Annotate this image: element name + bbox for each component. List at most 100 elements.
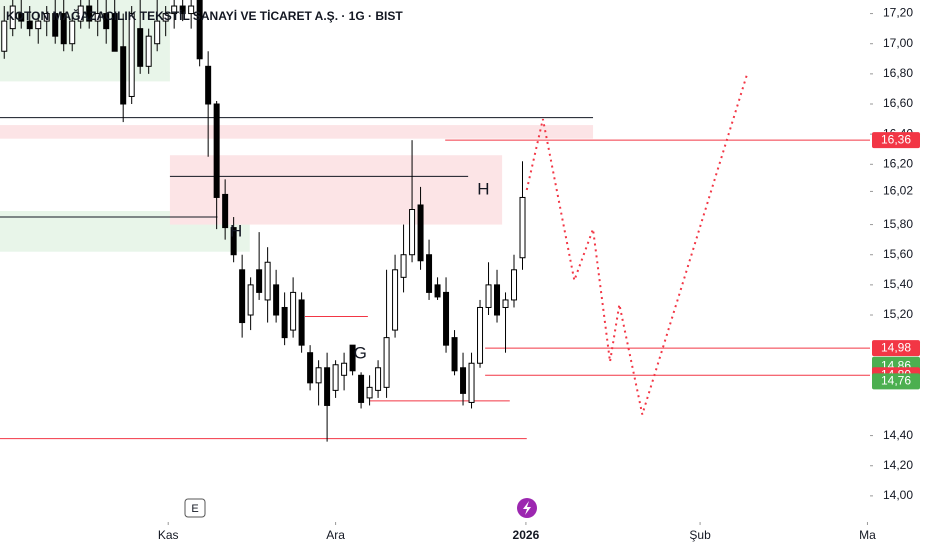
candle-body <box>213 103 220 198</box>
candle-body <box>179 5 186 15</box>
candle-body <box>239 269 246 324</box>
candle-body <box>298 299 305 346</box>
candle-body <box>196 0 203 60</box>
candle-body <box>35 20 42 30</box>
y-tick-label: 16,60 <box>883 96 913 110</box>
event-badge[interactable]: E <box>191 503 198 515</box>
candle-body <box>1 20 8 52</box>
x-tick-label: Kas <box>158 528 179 542</box>
y-tick-label: 17,20 <box>883 6 913 20</box>
zone <box>0 125 594 139</box>
candle-body <box>9 5 16 30</box>
candle-body <box>154 20 161 45</box>
price-label: 14,76 <box>881 374 911 388</box>
x-tick-label: Ma <box>859 528 876 542</box>
candle-body <box>315 367 322 384</box>
y-tick-label: 15,20 <box>883 307 913 321</box>
candle-body <box>443 291 450 346</box>
candle-body <box>383 337 390 388</box>
price-label-box <box>872 132 920 149</box>
y-tick-label: 16,80 <box>883 66 913 80</box>
candle-body <box>264 261 271 301</box>
candle-body <box>60 13 67 45</box>
candle-body <box>375 367 382 391</box>
x-tick-label: Şub <box>689 528 711 542</box>
candle-body <box>18 13 25 22</box>
candle-body <box>281 306 288 339</box>
candle-body <box>358 374 365 403</box>
candle-body <box>324 367 331 406</box>
candle-body <box>332 364 339 391</box>
y-tick-label: 15,40 <box>883 277 913 291</box>
price-label: 16,36 <box>881 132 911 146</box>
y-tick-label: 15,80 <box>883 217 913 231</box>
candle-body <box>145 35 152 67</box>
candle-body <box>162 13 169 22</box>
candle-body <box>43 13 50 22</box>
candle-body <box>494 284 501 316</box>
candle-body <box>349 344 356 372</box>
projection-line <box>525 72 749 415</box>
candle-body <box>273 284 280 316</box>
candle-body <box>26 20 33 30</box>
event-badge-box[interactable] <box>184 498 206 518</box>
candle-body <box>128 13 135 97</box>
candle-body <box>188 5 195 15</box>
candle-body <box>460 367 467 394</box>
candle-body <box>120 46 127 105</box>
candle-body <box>502 299 509 308</box>
y-tick-label: 16,20 <box>883 156 913 170</box>
candle-body <box>519 196 526 259</box>
candle-body <box>52 13 59 37</box>
candle-body <box>230 227 237 256</box>
price-axis <box>870 0 932 550</box>
candle-body <box>341 362 348 376</box>
candle-body <box>366 386 373 399</box>
chart-title: KOTON MAĞAZACILIK TEKSTİL SANAYİ VE TİCA… <box>6 8 403 23</box>
candle-body <box>434 284 441 298</box>
annotation: G <box>354 344 367 363</box>
candle-body <box>451 337 458 372</box>
y-tick-label: 14,00 <box>883 488 913 502</box>
price-label-box <box>872 340 920 357</box>
y-tick-label: 14,20 <box>883 458 913 472</box>
annotation: H <box>477 179 489 198</box>
plot-area: H H G <box>0 0 870 442</box>
price-label: 14,98 <box>881 340 911 354</box>
candle-body <box>409 209 416 256</box>
candle-body <box>477 306 484 364</box>
candle-body <box>426 254 433 293</box>
candle-body <box>392 269 399 331</box>
candle-body <box>256 269 263 293</box>
candle-body <box>400 254 407 278</box>
price-label-box <box>872 373 920 390</box>
candle-body <box>205 65 212 105</box>
candle-body <box>94 13 101 22</box>
candle-body <box>137 28 144 67</box>
candle-body <box>307 352 314 384</box>
y-tick-label: 14,40 <box>883 428 913 442</box>
lightning-glyph <box>523 501 531 515</box>
x-tick-label: Ara <box>326 528 345 542</box>
candle-body <box>468 362 475 403</box>
zone <box>169 155 503 225</box>
candle-body <box>171 5 178 15</box>
y-tick-label: 17,00 <box>883 36 913 50</box>
x-tick-label: 2026 <box>513 528 540 542</box>
candle-body <box>103 13 110 30</box>
candle-body <box>77 5 84 22</box>
candle-body <box>485 284 492 308</box>
annotation: H <box>230 222 242 241</box>
candle-body <box>222 193 229 229</box>
candle-body <box>86 5 93 22</box>
candle-body <box>417 204 424 262</box>
candle-body <box>69 20 76 45</box>
candle-body <box>511 269 518 301</box>
candle-body <box>290 291 297 331</box>
candle-body <box>111 13 118 52</box>
candle-body <box>247 284 254 316</box>
y-tick-label: 16,02 <box>883 184 913 198</box>
y-tick-label: 15,60 <box>883 247 913 261</box>
